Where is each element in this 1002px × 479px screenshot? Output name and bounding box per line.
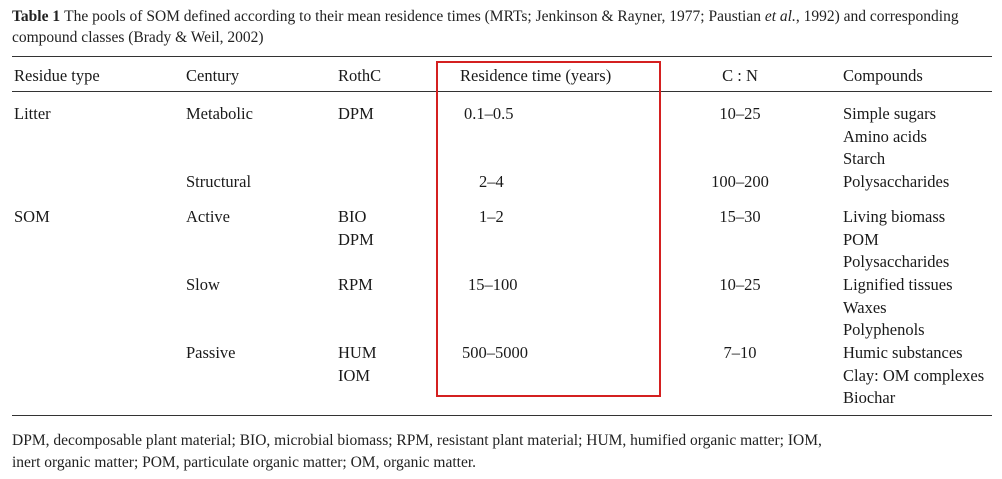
compound-living-biomass: Living biomass bbox=[843, 207, 946, 226]
residence-slow: 15–100 bbox=[468, 275, 518, 294]
rothc-rpm: RPM bbox=[338, 275, 373, 294]
compound-polysaccharides: Polysaccharides bbox=[843, 172, 950, 191]
compound-starch: Starch bbox=[843, 149, 886, 168]
century-active: Active bbox=[186, 207, 230, 226]
top-rule bbox=[12, 56, 992, 57]
residue-litter: Litter bbox=[14, 104, 51, 123]
footnote-line-1: DPM, decomposable plant material; BIO, m… bbox=[12, 432, 822, 449]
compound-lignified-tissues: Lignified tissues bbox=[843, 275, 953, 294]
rothc-dpm: DPM bbox=[338, 104, 374, 123]
residue-som: SOM bbox=[14, 207, 50, 226]
header-residence-time: Residence time (years) bbox=[460, 66, 612, 85]
footnote-line-2: inert organic matter; POM, particulate o… bbox=[12, 454, 477, 471]
cn-passive: 7–10 bbox=[723, 343, 757, 362]
compound-amino-acids: Amino acids bbox=[843, 127, 927, 146]
compound-clay-om-complexes: Clay: OM complexes bbox=[843, 366, 985, 385]
rothc-hum: HUM bbox=[338, 343, 377, 362]
residence-time-highlight-box bbox=[436, 61, 661, 397]
century-passive: Passive bbox=[186, 343, 236, 362]
header-rothc: RothC bbox=[338, 66, 382, 85]
cn-active: 15–30 bbox=[719, 207, 761, 226]
rothc-dpm-active: DPM bbox=[338, 230, 374, 249]
header-rule bbox=[12, 91, 992, 92]
compound-pom: POM bbox=[843, 230, 879, 249]
compound-simple-sugars: Simple sugars bbox=[843, 104, 937, 123]
compound-polyphenols: Polyphenols bbox=[843, 320, 925, 339]
residence-structural: 2–4 bbox=[479, 172, 504, 191]
header-residue-type: Residue type bbox=[14, 66, 100, 85]
table-footnote: DPM, decomposable plant material; BIO, m… bbox=[12, 430, 997, 474]
residence-metabolic: 0.1–0.5 bbox=[464, 104, 514, 123]
cn-structural: 100–200 bbox=[711, 172, 769, 191]
cn-slow: 10–25 bbox=[719, 275, 761, 294]
century-structural: Structural bbox=[186, 172, 252, 191]
caption-et-al: et al. bbox=[764, 8, 796, 25]
caption-text-a: The pools of SOM defined according to th… bbox=[64, 8, 765, 25]
century-slow: Slow bbox=[186, 275, 220, 294]
compound-humic-substances: Humic substances bbox=[843, 343, 963, 362]
header-century: Century bbox=[186, 66, 240, 85]
caption-text-b: , 1992) and corresponding compound class… bbox=[12, 8, 959, 46]
rothc-iom: IOM bbox=[338, 366, 371, 385]
century-metabolic: Metabolic bbox=[186, 104, 253, 123]
residence-active: 1–2 bbox=[479, 207, 504, 226]
header-cn: C : N bbox=[722, 66, 758, 85]
compound-polysaccharides-active: Polysaccharides bbox=[843, 252, 950, 271]
bottom-rule bbox=[12, 415, 992, 416]
cn-metabolic: 10–25 bbox=[719, 104, 761, 123]
compound-waxes: Waxes bbox=[843, 298, 887, 317]
residence-passive: 500–5000 bbox=[462, 343, 528, 362]
table-caption: Table 1 The pools of SOM defined accordin… bbox=[12, 6, 992, 48]
table-label: Table 1 bbox=[12, 8, 61, 25]
header-compounds: Compounds bbox=[843, 66, 923, 85]
rothc-bio: BIO bbox=[338, 207, 367, 226]
compound-biochar: Biochar bbox=[843, 388, 896, 407]
